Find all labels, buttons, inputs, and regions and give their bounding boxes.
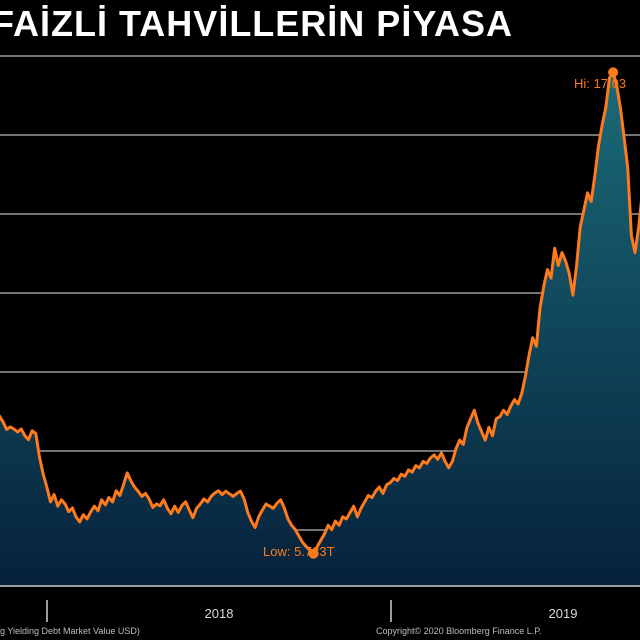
x-tick-label-2019: 2019 [549, 606, 578, 621]
high-marker [608, 67, 619, 78]
copyright-note: Copyright© 2020 Bloomberg Finance L.P. [376, 626, 542, 636]
low-label: Low: 5.733T [263, 544, 335, 559]
series-line [0, 70, 640, 556]
area-fill [0, 72, 640, 585]
low-marker [308, 548, 319, 559]
high-label: Hi: 17.03 [574, 76, 626, 91]
chart-title: FAİZLİ TAHVİLLERİN PİYASA [0, 3, 514, 44]
source-note-left: g Yielding Debt Market Value USD) [0, 626, 140, 636]
x-tick-label-2018: 2018 [205, 606, 234, 621]
